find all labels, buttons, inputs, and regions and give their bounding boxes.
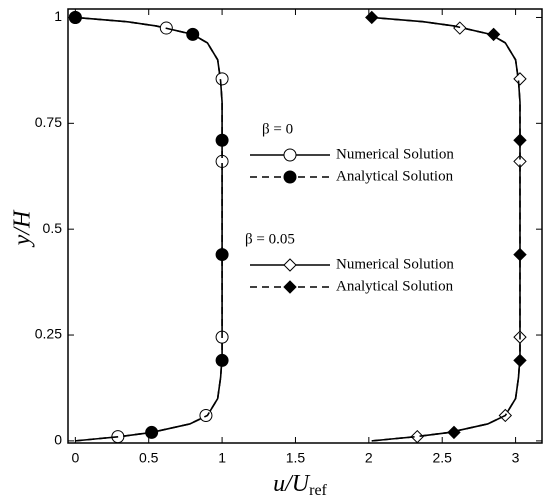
data-point (145, 425, 159, 439)
x-tick-label: 1.5 (286, 450, 306, 466)
legend-label: Analytical Solution (336, 278, 454, 294)
data-point (215, 353, 229, 367)
y-axis-label: y/H (10, 209, 36, 247)
legend-title: β = 0.05 (245, 231, 295, 247)
x-tick-label: 2 (365, 450, 373, 466)
data-point (215, 248, 229, 262)
legend-label: Numerical Solution (336, 146, 454, 162)
legend-marker (283, 258, 297, 272)
legend-marker (283, 170, 297, 184)
data-point (513, 72, 527, 86)
legend-marker (283, 148, 297, 162)
x-tick-label: 3 (512, 450, 520, 466)
legend-marker (283, 280, 297, 294)
y-tick-label: 1 (54, 8, 62, 24)
y-tick-label: 0 (54, 432, 62, 448)
x-tick-label: 2.5 (432, 450, 452, 466)
x-tick-label: 0 (71, 450, 79, 466)
series-line (371, 16, 521, 442)
data-point (513, 133, 527, 147)
data-point (215, 72, 229, 86)
data-point (410, 429, 424, 444)
x-tick-label: 1 (218, 450, 226, 466)
legend-title: β = 0 (262, 121, 293, 137)
plot-frame (67, 8, 543, 444)
x-tick-label: 0.5 (139, 450, 159, 466)
data-point (215, 133, 229, 147)
data-point (513, 353, 527, 368)
data-point (513, 247, 527, 262)
series-line (371, 16, 521, 442)
y-tick-label: 0.75 (35, 114, 62, 130)
data-point (186, 27, 200, 41)
series-line (75, 16, 223, 442)
y-tick-label: 0.5 (43, 220, 63, 236)
y-tick-label: 0.25 (35, 326, 62, 342)
legend-label: Analytical Solution (336, 168, 454, 184)
x-label-main: u/U (273, 471, 311, 497)
data-point (68, 10, 82, 24)
series-line (75, 16, 223, 442)
data-point (365, 10, 379, 25)
x-axis-label: u/Uref (273, 471, 327, 499)
data-point (447, 425, 461, 440)
legend-label: Numerical Solution (336, 256, 454, 272)
x-label-sub: ref (309, 482, 327, 499)
data-point (486, 27, 501, 42)
